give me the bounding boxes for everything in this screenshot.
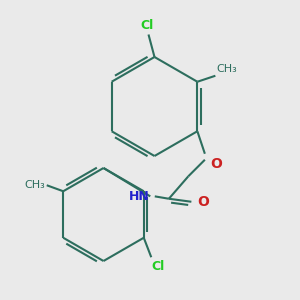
- Text: O: O: [210, 157, 222, 171]
- Text: Cl: Cl: [152, 260, 165, 273]
- Text: HN: HN: [129, 190, 150, 203]
- Text: Cl: Cl: [140, 19, 154, 32]
- Text: CH₃: CH₃: [25, 180, 45, 190]
- Text: O: O: [197, 195, 208, 209]
- Text: CH₃: CH₃: [217, 64, 238, 74]
